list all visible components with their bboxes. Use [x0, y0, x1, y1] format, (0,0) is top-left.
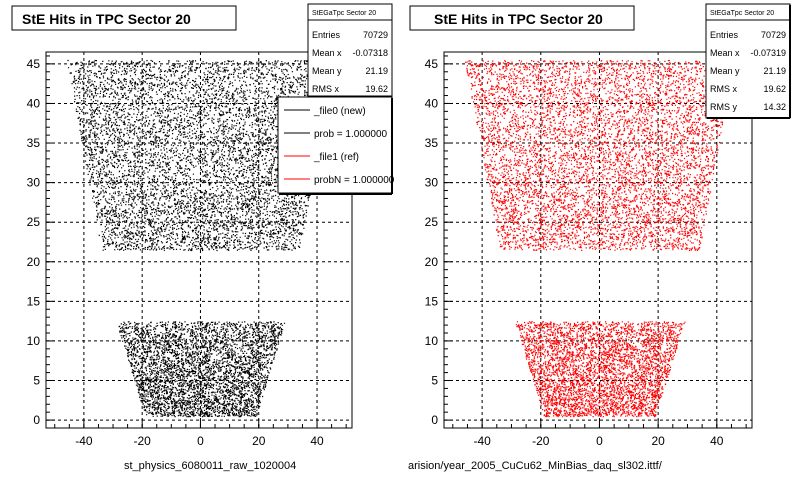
right-plot-frame — [443, 51, 753, 429]
right-xtick-label: 0 — [596, 434, 603, 448]
right-y-ticks: 0 5 10 15 20 25 30 35 40 45 — [425, 55, 453, 427]
right-ytick-label: 10 — [425, 334, 439, 348]
left-stats-value-meanx: -0.07318 — [352, 48, 388, 58]
right-title: StE Hits in TPC Sector 20 — [434, 11, 603, 27]
left-footer: st_physics_6080011_raw_1020004 — [124, 460, 296, 472]
left-xtick-label: -20 — [133, 434, 151, 448]
right-ytick-label: 35 — [425, 136, 439, 150]
left-ytick-label: 15 — [27, 294, 41, 308]
right-stats-name: StEGaTpc Sector 20 — [710, 10, 774, 17]
left-ytick-label: 30 — [27, 176, 41, 190]
left-ytick-label: 25 — [27, 215, 41, 229]
right-stats-box: StEGaTpc Sector 20 Entries 70729 Mean x … — [705, 3, 791, 119]
left-ytick-label: 40 — [27, 96, 41, 110]
right-ytick-label: 45 — [425, 57, 439, 71]
left-stats-label-entries: Entries — [312, 30, 341, 40]
right-stats-label-entries: Entries — [710, 30, 739, 40]
left-xtick-label: 0 — [197, 434, 204, 448]
left-scatter-series — [67, 59, 335, 418]
right-stats-value-meanx: -0.07319 — [750, 48, 786, 58]
right-ytick-label: 25 — [425, 215, 439, 229]
left-ytick-label: 35 — [27, 136, 41, 150]
left-stats-value-entries: 70729 — [363, 30, 388, 40]
left-stats-label-rmsx: RMS x — [312, 84, 340, 94]
left-stats-label-meany: Mean y — [312, 66, 342, 76]
left-plot-frame — [45, 51, 353, 429]
right-stats-label-rmsy: RMS y — [710, 102, 738, 112]
legend-label-file1: _file1 (ref) — [313, 152, 359, 163]
left-hit-points — [67, 59, 335, 418]
right-stats-value-entries: 70729 — [761, 30, 786, 40]
left-ytick-label: 0 — [33, 413, 40, 427]
right-stats-value-meany: 21.19 — [763, 66, 786, 76]
left-ytick-label: 10 — [27, 334, 41, 348]
left-title: StE Hits in TPC Sector 20 — [22, 11, 191, 27]
right-xtick-label: -20 — [532, 434, 550, 448]
right-ytick-label: 5 — [431, 374, 438, 388]
right-ytick-label: 15 — [425, 294, 439, 308]
left-stats-value-meany: 21.19 — [365, 66, 388, 76]
left-panel: StE Hits in TPC Sector 20 -40 -20 0 20 40 0 5… — [11, 3, 395, 472]
right-stats-label-meany: Mean y — [710, 66, 740, 76]
right-x-ticks: -40 -20 0 20 40 — [452, 419, 747, 448]
left-stats-label-meanx: Mean x — [312, 48, 342, 58]
right-stats-label-rmsx: RMS x — [710, 84, 738, 94]
right-ytick-label: 30 — [425, 176, 439, 190]
left-xtick-label: 40 — [310, 434, 324, 448]
right-footer: arision/year_2005_CuCu62_MinBias_daq_sl3… — [408, 460, 663, 472]
right-xtick-label: -40 — [473, 434, 491, 448]
left-title-box — [11, 5, 237, 31]
right-stats-label-meanx: Mean x — [710, 48, 740, 58]
left-stats-name: StEGaTpc Sector 20 — [312, 10, 376, 17]
legend-label-file0: _file0 (new) — [313, 106, 366, 117]
left-xtick-label: 20 — [252, 434, 266, 448]
right-panel: StE Hits in TPC Sector 20 -40 -20 0 20 40 0 5… — [408, 3, 791, 472]
left-ytick-label: 20 — [27, 255, 41, 269]
right-title-box — [409, 5, 635, 31]
right-stats-value-rmsy: 14.32 — [763, 102, 786, 112]
right-ytick-label: 40 — [425, 96, 439, 110]
right-xtick-label: 20 — [651, 434, 665, 448]
legend-label-probn: probN = 1.000000 — [314, 175, 395, 186]
left-ytick-label: 45 — [27, 57, 41, 71]
right-ytick-label: 20 — [425, 255, 439, 269]
right-xtick-label: 40 — [710, 434, 724, 448]
left-stats-box: StEGaTpc Sector 20 Entries 70729 Mean x … — [307, 3, 393, 97]
legend-label-prob: prob = 1.000000 — [314, 129, 388, 140]
right-ytick-label: 0 — [431, 413, 438, 427]
left-ytick-label: 5 — [33, 374, 40, 388]
right-hit-points — [465, 60, 734, 418]
left-xtick-label: -40 — [75, 434, 93, 448]
left-x-ticks: -40 -20 0 20 40 — [54, 419, 347, 448]
left-y-ticks: 0 5 10 15 20 25 30 35 40 45 — [27, 55, 55, 427]
right-stats-value-rmsx: 19.62 — [763, 84, 786, 94]
right-scatter-series — [465, 60, 734, 418]
left-legend: _file0 (new) prob = 1.000000 _file1 (ref… — [277, 96, 395, 195]
left-stats-value-rmsx: 19.62 — [365, 84, 388, 94]
